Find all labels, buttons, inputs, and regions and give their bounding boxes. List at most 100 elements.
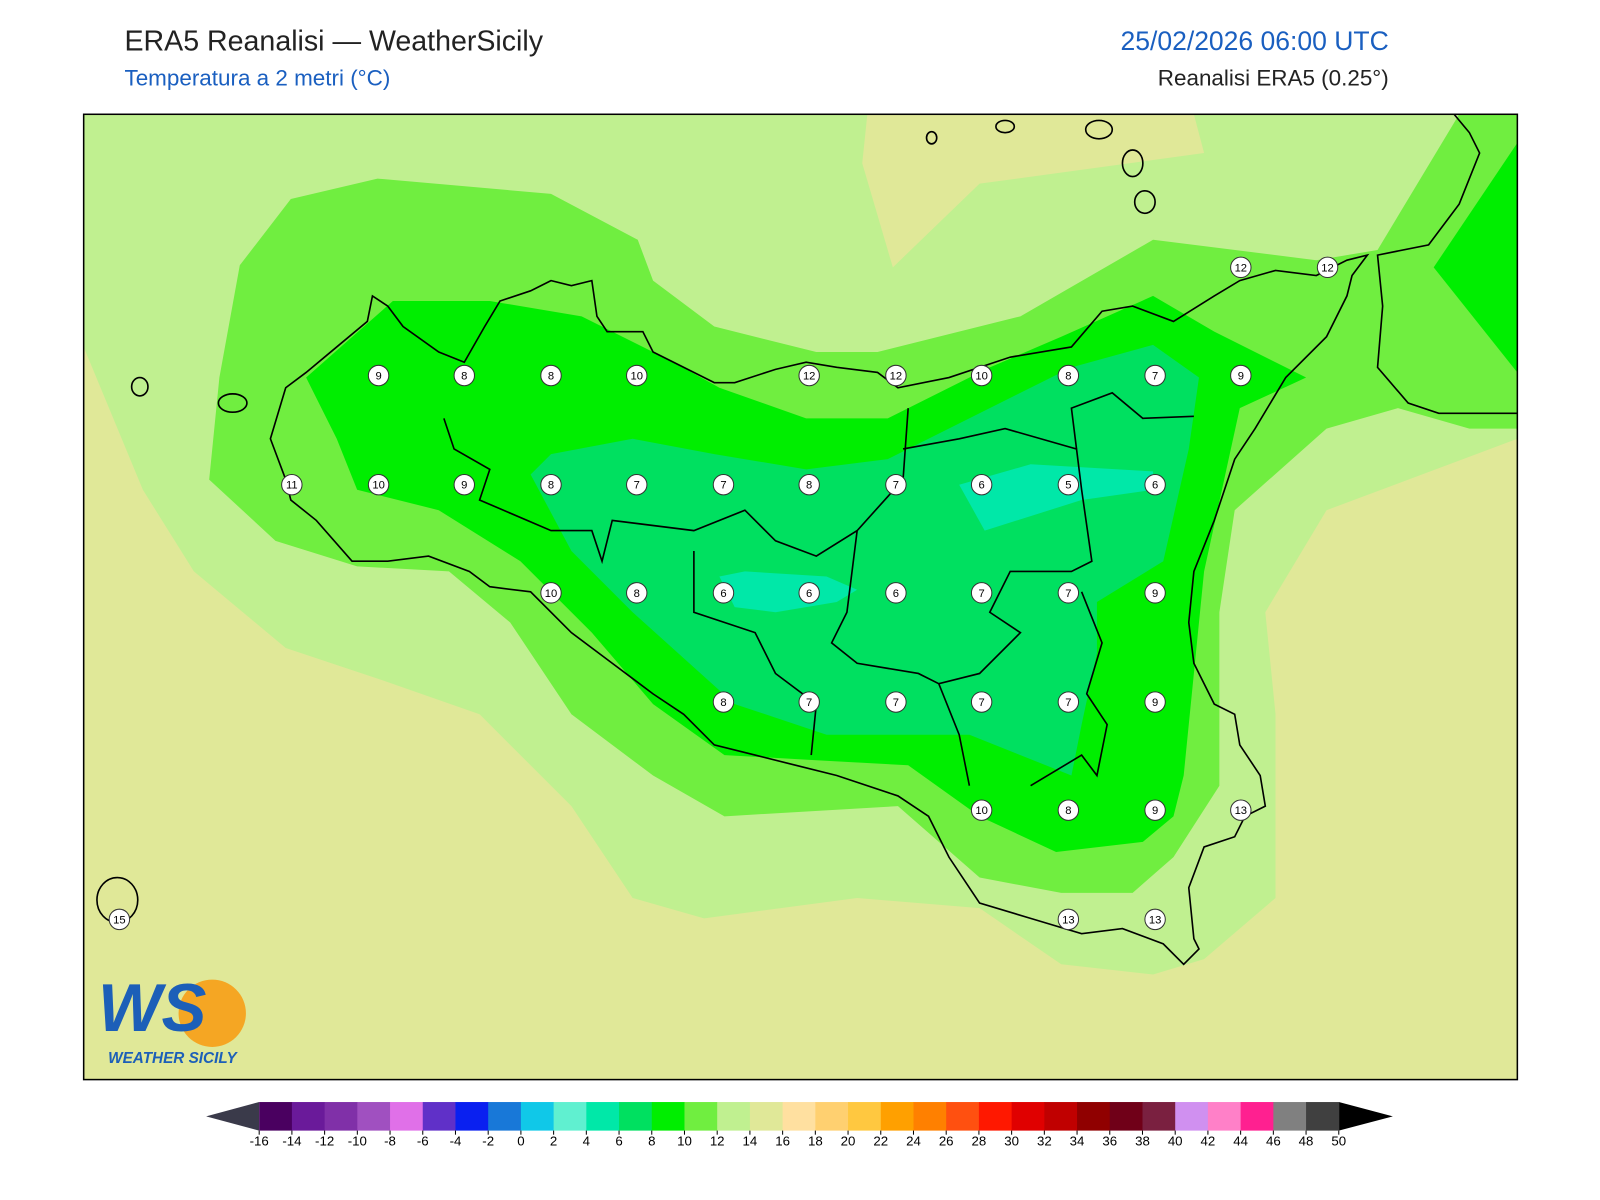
station-marker (1057, 908, 1080, 931)
station: 7 (798, 691, 820, 713)
colorbar-box (357, 1102, 391, 1131)
station: 8 (1057, 364, 1080, 387)
station-marker (798, 582, 820, 604)
colorbar-box (1175, 1102, 1209, 1131)
colorbar-box (815, 1102, 849, 1131)
title: ERA5 Reanalisi — WeatherSicily (124, 25, 543, 57)
colorbar-tick-label: 16 (775, 1133, 790, 1148)
station-value: 12 (890, 370, 902, 382)
colorbar-tick-label: -4 (450, 1133, 462, 1148)
station-marker (367, 473, 390, 496)
field-6-8 (530, 344, 1199, 776)
station: 8 (453, 364, 475, 387)
station-marker (453, 473, 475, 496)
colorbar-box (913, 1102, 947, 1131)
station-marker (1144, 364, 1166, 387)
colorbar-tick-label: 30 (1004, 1133, 1019, 1148)
station-marker (1230, 799, 1252, 821)
station: 7 (885, 691, 907, 713)
logo-mark: WS (98, 971, 207, 1046)
station-value: 6 (893, 588, 899, 600)
colorbar-box (684, 1102, 718, 1131)
station: 8 (712, 691, 735, 713)
station-value: 7 (1065, 588, 1071, 600)
station-value: 12 (1235, 262, 1247, 274)
station-marker (712, 582, 735, 604)
station: 8 (798, 473, 820, 496)
station-marker (970, 364, 993, 387)
station-marker (885, 582, 907, 604)
field-8-10 (1433, 142, 1518, 373)
station-value: 13 (1062, 914, 1074, 926)
station: 7 (1057, 582, 1080, 604)
station-marker (540, 582, 562, 604)
station: 9 (1144, 691, 1166, 713)
station-value: 10 (975, 805, 987, 817)
colorbar-box (1011, 1102, 1045, 1131)
island (925, 130, 938, 145)
station-marker (540, 364, 562, 387)
station-value: 8 (548, 480, 554, 492)
colorbar-box (1207, 1102, 1242, 1131)
colorbar-tick-label: 40 (1168, 1133, 1183, 1148)
station-value: 8 (1065, 805, 1071, 817)
station-marker (885, 691, 907, 713)
station: 9 (453, 473, 475, 496)
station-marker (798, 473, 820, 496)
station-value: 7 (893, 480, 899, 492)
colorbar-box (651, 1102, 685, 1131)
field-4-6 (959, 464, 1154, 531)
colorbar-tick-label: 44 (1233, 1133, 1248, 1148)
station-marker (970, 691, 993, 713)
colorbar-box (291, 1102, 326, 1131)
colorbar-tick-label: 34 (1070, 1133, 1085, 1148)
colorbar-under (206, 1102, 260, 1131)
colorbar-over (1338, 1102, 1393, 1131)
station-value: 7 (634, 480, 640, 492)
station-value: 8 (720, 697, 726, 709)
station-marker (1230, 256, 1252, 279)
station: 6 (798, 582, 820, 604)
colorbar-box (1109, 1102, 1143, 1131)
station-marker (712, 691, 735, 713)
colorbar-box (488, 1102, 522, 1131)
colorbar: -16 -14 -12 -10 -8 -6 -4 -2 0 2 4 6 8 10 12 14 16 18 20 22 2… (206, 1102, 1393, 1148)
map: 9 8 8 10 12 12 10 8 7 9 11 10 9 8 7 7 8 7 6 5 6 10 8 6 6 6 7 7 9 8 7 7 7… (82, 113, 1519, 1081)
station-value: 8 (548, 370, 554, 382)
colorbar-tick-label: 6 (615, 1133, 622, 1148)
colorbar-tick-label: -16 (250, 1133, 269, 1148)
station: 7 (885, 473, 907, 496)
station-marker (626, 364, 648, 387)
map-frame (82, 113, 1519, 1081)
station: 12 (1230, 256, 1252, 279)
station-marker (1316, 256, 1339, 279)
colorbar-tick-label: 28 (972, 1133, 987, 1148)
colorbar-tick-label: 26 (939, 1133, 954, 1148)
colorbar-box (880, 1102, 914, 1131)
station: 7 (1144, 364, 1166, 387)
colorbar-tick-label: -6 (417, 1133, 429, 1148)
colorbar-box (455, 1102, 489, 1131)
station: 8 (540, 473, 562, 496)
station-value: 9 (375, 370, 381, 382)
station-marker (1230, 364, 1252, 387)
station-marker (970, 473, 993, 496)
colorbar-tick-label: 20 (841, 1133, 856, 1148)
station: 12 (798, 364, 820, 387)
station-marker (885, 364, 907, 387)
colorbar-tick-label: 12 (710, 1133, 725, 1148)
station-marker (453, 364, 475, 387)
island (1133, 190, 1156, 215)
station: 7 (1057, 691, 1080, 713)
station-value: 7 (1152, 370, 1158, 382)
colorbar-tick-label: 42 (1201, 1133, 1216, 1148)
station-value: 5 (1065, 480, 1071, 492)
station-marker (1057, 691, 1080, 713)
island (217, 393, 248, 414)
colorbar-box (553, 1102, 587, 1131)
colorbar-box (782, 1102, 816, 1131)
colorbar-box (1240, 1102, 1274, 1131)
island (1084, 119, 1114, 140)
station-value: 8 (634, 588, 640, 600)
